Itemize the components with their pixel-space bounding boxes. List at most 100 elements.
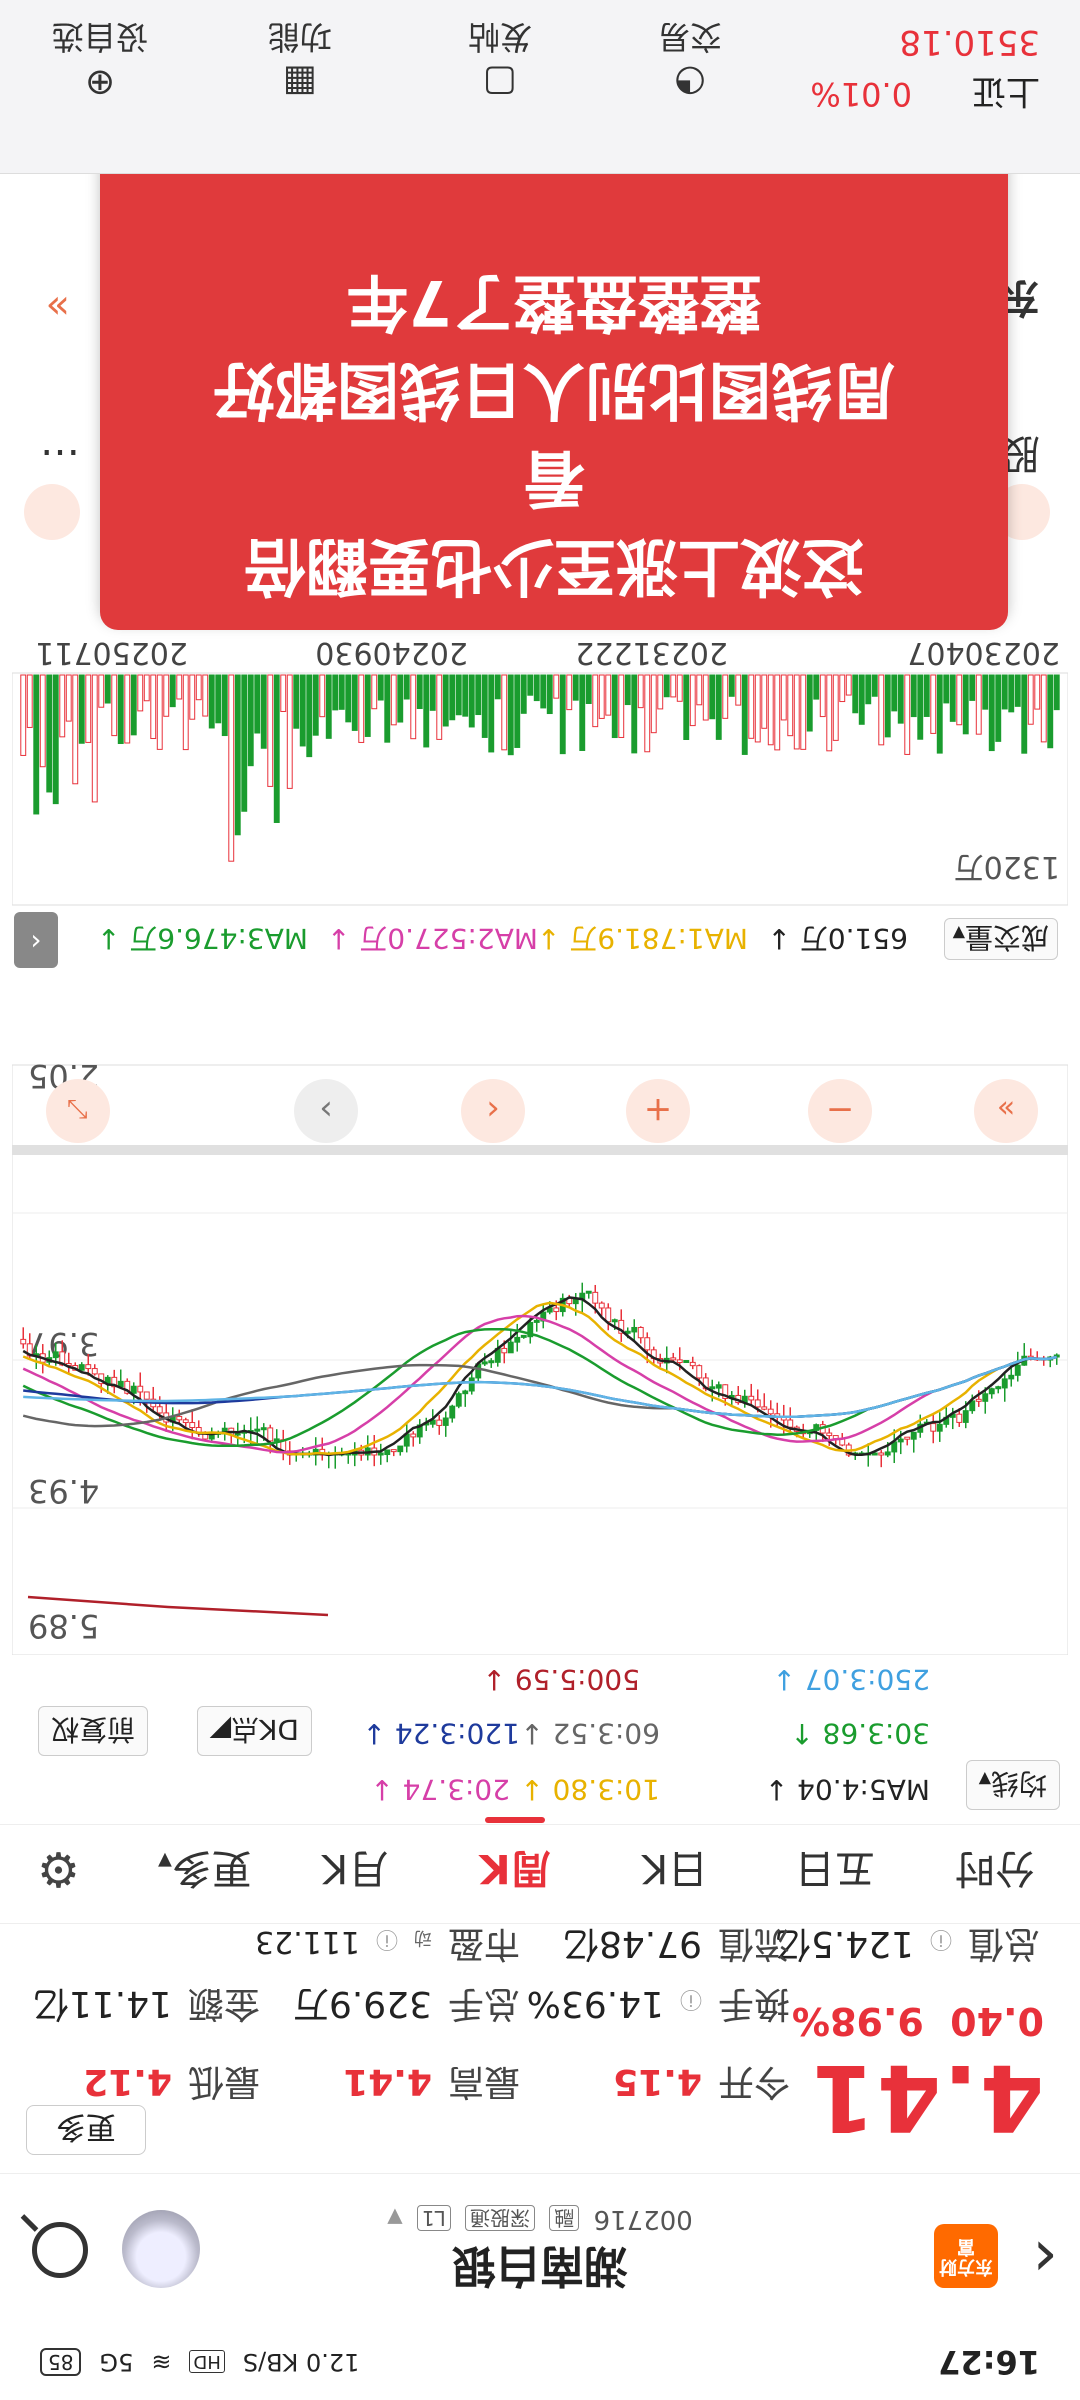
candle-body xyxy=(137,1385,144,1393)
index-ticker[interactable]: 上证 0.01% 3510.18 xyxy=(810,22,1040,119)
volume-bar xyxy=(351,674,358,731)
volume-bar xyxy=(767,674,774,746)
volume-bar xyxy=(286,674,293,789)
volume-bar xyxy=(943,674,950,704)
volume-bar xyxy=(969,674,976,701)
zoom-out-button[interactable] xyxy=(808,1079,872,1143)
expand-indicator-chevron-icon[interactable]: ‹ xyxy=(14,912,58,968)
candle-body xyxy=(59,1351,66,1366)
low-cell: 最低 4.12 xyxy=(83,2059,260,2111)
assistant-robot-icon[interactable] xyxy=(122,2210,200,2288)
volume-indicator-button[interactable]: 成交量▼ xyxy=(943,918,1058,960)
candle-body xyxy=(540,1311,547,1322)
volume-bar xyxy=(904,674,911,755)
arrow-icon[interactable] xyxy=(24,484,80,540)
ma60-line xyxy=(22,1355,1057,1428)
volume-bar xyxy=(33,674,40,815)
volume-bar xyxy=(1027,674,1034,725)
volume-bar xyxy=(280,674,287,712)
volume-bar xyxy=(878,674,885,746)
search-icon[interactable] xyxy=(32,2222,88,2278)
ma10-value: 10:3.80 ↓ xyxy=(520,1773,660,1806)
candle-body xyxy=(449,1405,456,1419)
zoom-in-button[interactable] xyxy=(626,1079,690,1143)
double-chevron-icon[interactable]: » xyxy=(45,284,70,330)
turnover-rate-cell[interactable]: 换手 ⓘ 14.93% xyxy=(527,1981,790,2033)
tab-daily-k[interactable]: 日K xyxy=(641,1845,709,1891)
forward-adjust-button[interactable]: 前复权 xyxy=(37,1706,148,1756)
section-tab-more[interactable]: … xyxy=(40,440,80,486)
volume-bar xyxy=(455,674,462,716)
promo-line-2: 看 xyxy=(523,442,586,515)
mcap-cell[interactable]: 总值 ⓘ 124.5亿 xyxy=(775,1921,1040,1973)
index-change: 0.01% xyxy=(810,75,912,114)
more-quote-button[interactable]: 更多 xyxy=(26,2105,146,2155)
candle-body xyxy=(598,1302,605,1309)
volume-bar xyxy=(39,674,46,768)
candle-body xyxy=(676,1359,683,1364)
chevron-left-icon: ‹ xyxy=(486,1090,500,1130)
candle-body xyxy=(644,1337,651,1351)
nav-add-watchlist[interactable]: ⊕ 设自选 xyxy=(20,16,180,103)
volume-bar xyxy=(826,674,833,752)
volume-bar xyxy=(234,674,241,836)
nav-post[interactable]: ▢ 发帖 xyxy=(420,16,580,103)
tab-five-day[interactable]: 五日 xyxy=(795,1845,875,1891)
volume-bar xyxy=(358,674,365,743)
candle-body xyxy=(637,1326,644,1339)
expand-chart-button[interactable] xyxy=(974,1079,1038,1143)
volume-bar xyxy=(741,674,748,755)
candle-body xyxy=(572,1298,579,1305)
volume-bar xyxy=(429,674,436,711)
candle-body xyxy=(715,1384,722,1389)
volume-bar xyxy=(72,674,79,785)
volume-bar xyxy=(897,674,904,724)
tab-monthly-k[interactable]: 月K xyxy=(321,1845,389,1891)
promo-post-card[interactable]: 这波上涨至少也要翻倍 看 周线图比别人日线图都好 整整盘整了7年 xyxy=(100,128,1008,630)
scroll-right-button[interactable] xyxy=(294,1079,358,1143)
volume-bar xyxy=(319,674,326,718)
volume-bar xyxy=(169,674,176,708)
candle-body xyxy=(1001,1378,1008,1389)
candle-body xyxy=(514,1336,521,1343)
dk-point-label: DK点 xyxy=(231,1713,299,1746)
date-label-2: 20231222 xyxy=(575,640,728,670)
dk-point-button[interactable]: DK点◤ xyxy=(196,1706,312,1756)
volume-bar xyxy=(787,674,794,737)
pe-cell[interactable]: 市盈 动 ⓘ 111.23 xyxy=(255,1921,520,1973)
volume-bar xyxy=(156,674,163,750)
nav-trade[interactable]: ◔ 交易 xyxy=(610,16,770,103)
tab-intraday[interactable]: 分时 xyxy=(955,1845,1035,1891)
turnover-rate-label: 换手 xyxy=(717,1983,790,2024)
candle-body xyxy=(507,1341,514,1354)
ma250-value: 250:3.07 ↓ xyxy=(772,1663,930,1696)
promo-line-4: 整整盘整了7年 xyxy=(346,266,762,339)
volume-bar xyxy=(923,674,930,717)
gear-icon[interactable]: ⚙ xyxy=(36,1841,80,1897)
fullscreen-button[interactable] xyxy=(46,1079,110,1143)
candle-body xyxy=(520,1334,527,1338)
volume-bar xyxy=(722,674,729,719)
ma-switch-button[interactable]: 均线▼ xyxy=(965,1760,1060,1810)
volume-bar xyxy=(800,674,807,750)
tab-more[interactable]: 更多▼ xyxy=(140,1843,270,1901)
volume-bar xyxy=(65,674,72,722)
volume-bar xyxy=(228,674,235,862)
tab-weekly-k[interactable]: 周K xyxy=(450,1843,580,1901)
volume-bar xyxy=(59,674,66,738)
volume-bar xyxy=(494,674,501,700)
amount-label: 金额 xyxy=(187,1983,260,2024)
volume-bar xyxy=(130,674,137,736)
chevron-right-icon: › xyxy=(319,1090,333,1130)
volume-bar xyxy=(1047,674,1054,749)
volume-bar xyxy=(475,674,482,716)
volume-bar xyxy=(1053,674,1060,711)
volume-bar xyxy=(611,674,618,739)
scroll-left-button[interactable] xyxy=(461,1079,525,1143)
volume-bar xyxy=(462,674,469,717)
weekly-k-chart[interactable]: 5.89 4.93 3.97 2.05 » − + ‹ › ⤡ 1320万 20… xyxy=(12,640,1068,1655)
volume-bar xyxy=(715,674,722,740)
nav-functions[interactable]: ▦ 功能 xyxy=(220,16,380,103)
volume-bar xyxy=(20,674,27,756)
candle-body xyxy=(390,1449,397,1453)
